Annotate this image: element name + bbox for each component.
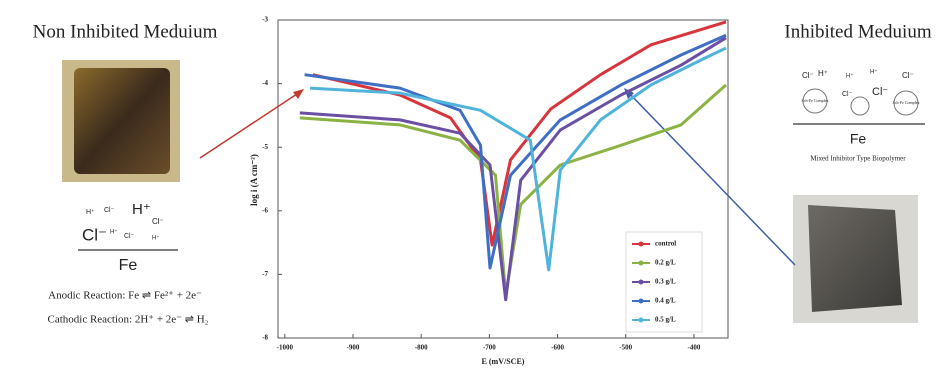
legend-label: 0.4 g/L [655,297,676,305]
x-axis-label: E (mV/SCE) [482,357,525,366]
legend-marker [638,279,644,285]
ion: Cl⁻ [842,91,853,98]
curve [309,46,727,272]
x-tick-label: -600 [551,344,564,352]
x-tick-label: -900 [347,344,360,352]
metal-label: Fe [850,131,867,147]
complex [850,96,870,116]
ion: H⁺ [818,69,828,78]
arrow [199,91,301,159]
right-title: Inhibited Meduium [784,21,931,42]
legend-marker [638,260,644,266]
complex [802,88,828,114]
y-tick-label: -8 [262,334,268,342]
inhibited-sample [808,205,902,312]
x-tick-label: -400 [687,344,700,352]
left-title: Non Inhibited Meduium [33,21,218,42]
curve [312,20,727,247]
ion: H⁺ [110,229,118,236]
legend-marker [638,317,644,323]
complex-label: Sch-Fe Complex [893,100,920,105]
y-tick-label: -3 [262,16,268,24]
legend-marker [638,298,644,304]
y-tick-label: -7 [262,270,268,278]
ion: Cl⁻ [82,225,107,244]
legend-label: 0.2 g/L [655,259,676,267]
x-tick-label: -700 [483,344,496,352]
curve [299,36,727,302]
anodic-reaction: Anodic Reaction: Fe ⇌ Fe²⁺ + 2e⁻ [48,290,202,302]
left-ions: H⁺ Cl⁻ H⁺ Cl⁻ Cl⁻ H⁺ Cl⁻ H⁺ [82,201,164,245]
y-tick-label: -6 [262,206,268,214]
y-tick-label: -5 [262,143,268,151]
legend-label: 0.5 g/L [655,316,676,324]
ion: H⁺ [132,201,151,218]
ion: Cl⁻ [872,86,888,98]
complex [893,90,919,116]
x-tick-label: -1000 [277,344,294,352]
legend-marker [638,241,644,247]
ion: H⁺ [152,235,160,242]
complex-label: Sch-Fe Complex [802,98,829,103]
x-tick-label: -800 [415,344,428,352]
y-tick-label: -4 [262,79,268,87]
ion: Cl⁻ [152,217,164,226]
right-ions: Cl⁻ H⁺ H⁺ H⁺ Cl⁻ Cl⁻ Cl⁻ [802,69,914,98]
legend-label: 0.3 g/L [655,278,676,286]
ion: Cl⁻ [802,71,814,80]
plot-frame [277,19,729,339]
ion: Cl⁻ [124,233,135,240]
uninhibited-sample [74,68,170,174]
cathodic-reaction: Cathodic Reaction: 2H⁺ + 2e⁻ ⇌ H₂ [47,314,208,326]
x-tick-label: -500 [619,344,632,352]
metal-label: Fe [119,257,138,274]
caption: Mixed Inhibitor Type Biopolymer [810,155,906,163]
y-axis-label: log i (A cm⁻²) [249,154,259,206]
arrow [627,91,796,266]
ion: H⁺ [846,73,854,80]
ion: H⁺ [870,69,878,76]
ion: H⁺ [86,209,95,216]
arrow-head [293,89,304,99]
ion: Cl⁻ [902,71,914,80]
ion: Cl⁻ [104,207,115,214]
legend-label: control [655,240,676,248]
